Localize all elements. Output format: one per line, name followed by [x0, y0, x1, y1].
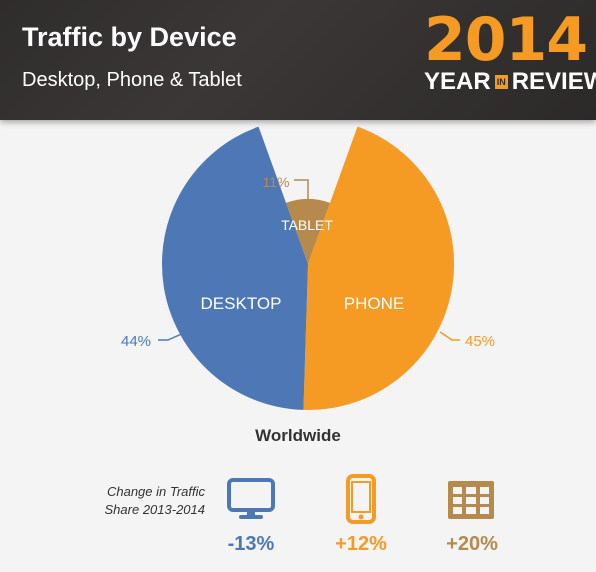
desktop-change-value: -13% — [227, 533, 275, 555]
phone-slice-label: PHONE — [344, 294, 404, 313]
phone-leader-line — [439, 331, 460, 341]
desktop-slice-label: DESKTOP — [201, 294, 282, 313]
device-pie-chart: DESKTOP PHONE TABLET 11% 44% 45% — [121, 126, 495, 411]
monitor-icon — [227, 478, 275, 519]
phone-slice — [303, 126, 455, 411]
desktop-leader-line — [158, 331, 187, 341]
tablet-leader-line — [294, 179, 309, 199]
page-subtitle: Desktop, Phone & Tablet — [22, 69, 242, 91]
brand-in-badge: IN — [494, 75, 508, 89]
tablet-change-value: +20% — [446, 533, 498, 555]
change-label-line1: Change in Traffic — [106, 484, 205, 499]
header: Traffic by Device Desktop, Phone & Table… — [0, 0, 596, 120]
page-title: Traffic by Device — [22, 22, 237, 52]
phone-change-value: +12% — [335, 533, 387, 555]
pie-slices — [161, 126, 455, 411]
tablet-slice-label: TABLET — [281, 217, 333, 233]
tablet-slice — [285, 198, 331, 264]
brand-tagline: YEAR IN REVIEW — [424, 68, 596, 95]
brand-review-word: REVIEW — [511, 68, 596, 95]
desktop-value-label: 44% — [121, 333, 151, 350]
brand-year: 2014 — [424, 5, 588, 75]
desktop-slice — [161, 126, 308, 410]
change-label-line2: Share 2013-2014 — [104, 502, 205, 517]
phone-value-label: 45% — [465, 333, 495, 350]
brand-year-word: YEAR — [424, 68, 491, 95]
tablet-value-label: 11% — [263, 174, 290, 190]
phone-icon — [346, 474, 376, 524]
tablet-icon — [448, 481, 494, 519]
pie-labels: DESKTOP PHONE TABLET 11% 44% 45% — [121, 174, 495, 350]
change-label: Change in Traffic Share 2013-2014 — [80, 483, 205, 519]
chart-caption: Worldwide — [255, 426, 341, 445]
